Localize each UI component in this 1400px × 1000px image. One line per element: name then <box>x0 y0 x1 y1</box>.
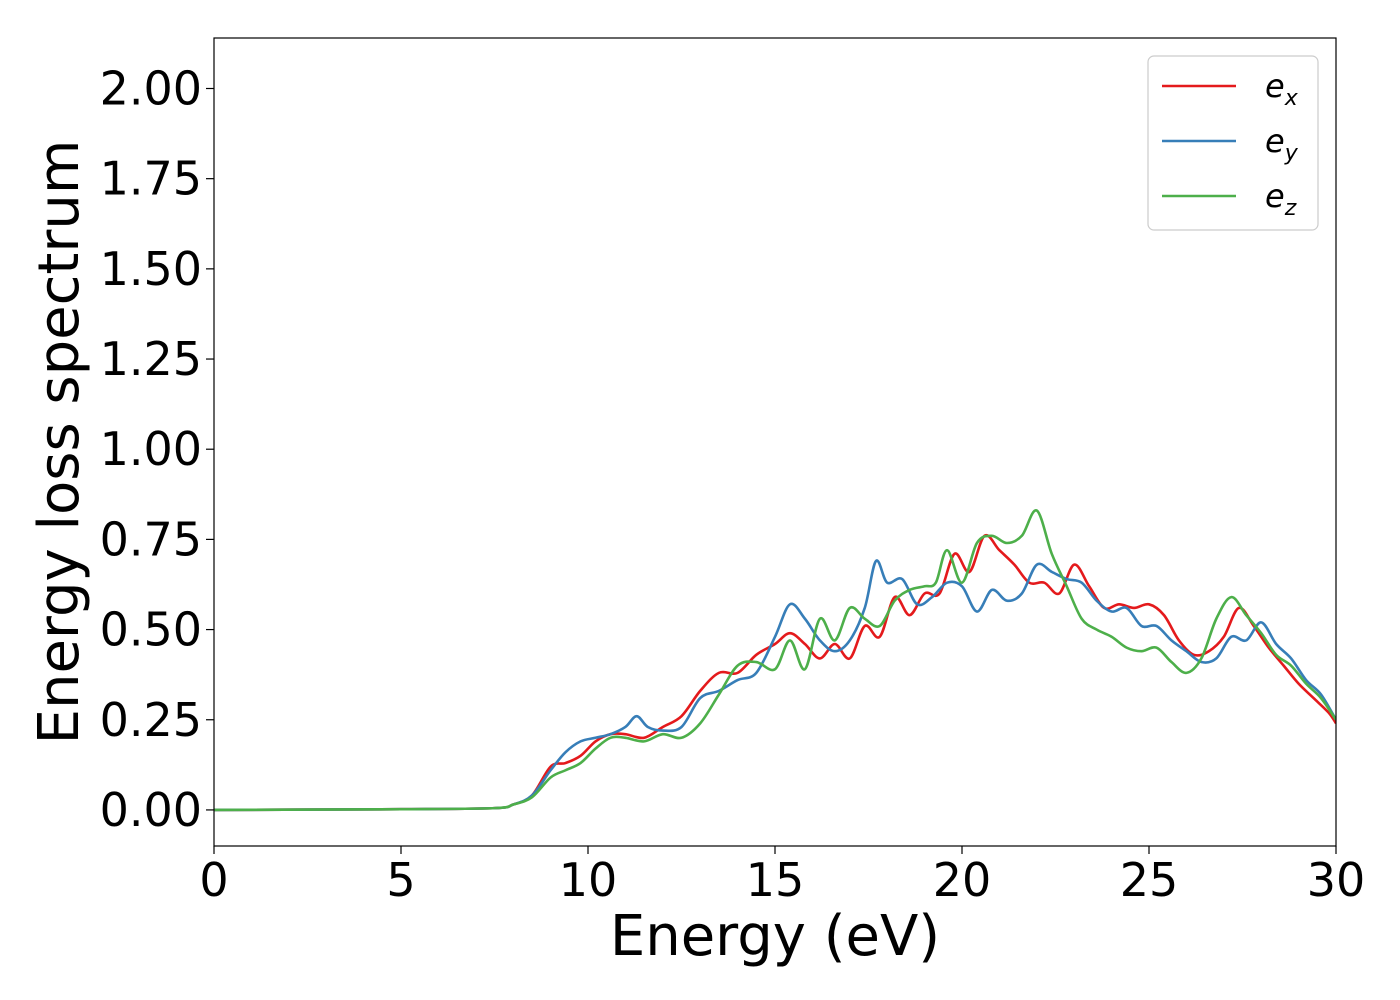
legend-entry-y: ey <box>1265 122 1299 166</box>
x-tick-label: 10 <box>559 853 618 907</box>
legend-entry-z: ez <box>1265 177 1297 221</box>
series-lines <box>214 509 1336 812</box>
series-line-x <box>214 533 1336 812</box>
series-line-y <box>214 559 1336 812</box>
y-tick-label: 0.50 <box>100 603 202 657</box>
legend-entry-x: ex <box>1265 67 1299 111</box>
x-tick-label: 20 <box>933 853 992 907</box>
series-line-z <box>214 509 1336 812</box>
legend-box <box>1147 55 1319 231</box>
x-tick-label: 5 <box>386 853 415 907</box>
plot-frame <box>213 37 1337 847</box>
y-tick-label: 0.25 <box>100 693 202 747</box>
x-axis-label: Energy (eV) <box>610 904 940 969</box>
legend-entry-base: e <box>1265 67 1285 105</box>
y-tick-label: 2.00 <box>100 62 202 116</box>
y-axis-ticks: 0.00 0.25 0.50 0.75 1.00 1.25 1.50 1.75 2.00 <box>100 62 214 837</box>
y-axis-label: Energy loss spectrum <box>27 140 92 745</box>
legend-entry-base: e <box>1265 177 1285 215</box>
legend-entry-base: e <box>1265 122 1285 160</box>
x-tick-label: 15 <box>746 853 805 907</box>
x-tick-label: 25 <box>1120 853 1179 907</box>
y-tick-label: 0.00 <box>100 783 202 837</box>
legend-entry-subscript: z <box>1284 196 1297 221</box>
legend-entry-subscript: x <box>1284 86 1299 111</box>
y-tick-label: 1.50 <box>100 242 202 296</box>
x-tick-label: 0 <box>199 853 228 907</box>
x-tick-label: 30 <box>1307 853 1366 907</box>
y-tick-label: 1.25 <box>100 332 202 386</box>
legend-entry-subscript: y <box>1284 141 1299 166</box>
y-tick-label: 1.75 <box>100 152 202 206</box>
y-tick-label: 0.75 <box>100 512 202 566</box>
x-axis-ticks: 0 5 10 15 20 25 30 <box>199 846 1365 907</box>
y-tick-label: 1.00 <box>100 422 202 476</box>
